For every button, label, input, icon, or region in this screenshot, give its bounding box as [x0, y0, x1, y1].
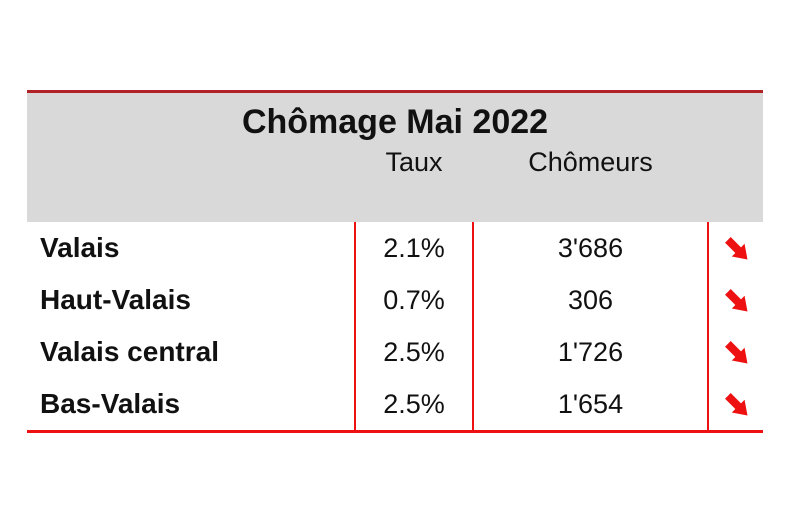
column-divider	[472, 222, 474, 433]
column-header-taux: Taux	[385, 147, 443, 177]
arrow-down-right-icon	[724, 237, 747, 260]
table-row: Haut-Valais 0.7% 306	[27, 274, 763, 326]
arrow-down-right-icon	[724, 289, 747, 312]
trend-cell	[708, 339, 763, 365]
trend-cell	[708, 235, 763, 261]
taux-value: 0.7%	[383, 284, 445, 315]
table-header-band: Chômage Mai 2022 Taux Chômeurs	[27, 93, 763, 222]
table-body: Valais 2.1% 3'686 Haut-Valais 0.7% 306 V…	[27, 222, 763, 433]
chomeurs-value: 306	[567, 284, 614, 315]
top-rule	[27, 90, 763, 93]
table-row: Valais 2.1% 3'686	[27, 222, 763, 274]
taux-value: 2.1%	[383, 232, 445, 263]
trend-cell	[708, 391, 763, 417]
region-label: Valais	[40, 232, 120, 263]
region-label: Valais central	[40, 336, 220, 367]
region-label: Haut-Valais	[40, 284, 191, 315]
chomeurs-value: 1'654	[557, 388, 624, 419]
taux-value: 2.5%	[383, 336, 445, 367]
trend-cell	[708, 287, 763, 313]
column-headers: Taux Chômeurs	[27, 146, 763, 178]
arrow-down-right-icon	[724, 341, 747, 364]
unemployment-table: Chômage Mai 2022 Taux Chômeurs Valais 2.…	[27, 90, 763, 433]
chomeurs-value: 1'726	[557, 336, 624, 367]
table-row: Valais central 2.5% 1'726	[27, 326, 763, 378]
column-divider	[707, 222, 709, 433]
chomeurs-value: 3'686	[557, 232, 624, 263]
table-row: Bas-Valais 2.5% 1'654	[27, 378, 763, 430]
arrow-down-right-icon	[724, 393, 747, 416]
column-header-region	[27, 146, 355, 178]
taux-value: 2.5%	[383, 388, 445, 419]
column-header-chomeurs: Chômeurs	[528, 147, 653, 177]
region-label: Bas-Valais	[40, 388, 181, 419]
column-divider	[354, 222, 356, 433]
column-header-trend	[708, 146, 763, 178]
page-title: Chômage Mai 2022	[241, 103, 549, 141]
bottom-rule	[27, 430, 763, 433]
